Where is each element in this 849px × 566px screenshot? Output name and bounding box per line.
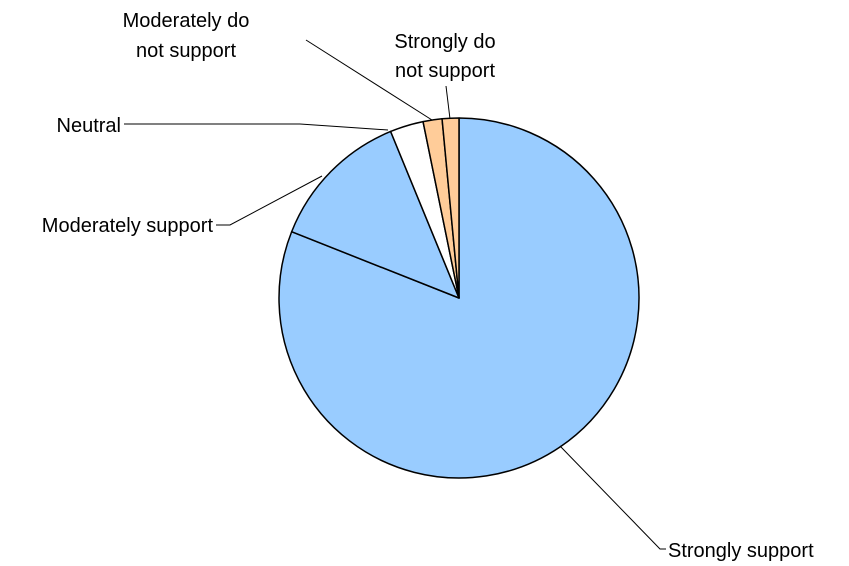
pie-slice-moderately-support <box>290 130 460 299</box>
slice-label-strongly-do-not-support: Strongly do not support <box>394 31 495 82</box>
pie-slice-strongly-do-not-support <box>441 117 460 299</box>
leader-line-strongly-do-not-support <box>445 85 451 120</box>
slice-label-moderately-do-not-support: Moderately do not support <box>123 10 250 62</box>
leader-line-moderately-support <box>216 175 323 226</box>
slice-label-neutral: Neutral <box>57 115 121 137</box>
pie-slices <box>278 117 640 479</box>
leader-lines <box>124 39 666 550</box>
slice-label-moderately-support: Moderately support <box>42 215 214 237</box>
leader-line-moderately-do-not-support <box>305 39 433 121</box>
slice-label-strongly-support: Strongly support <box>668 540 814 562</box>
leader-line-neutral <box>124 123 389 131</box>
leader-line-strongly-support <box>559 445 666 550</box>
slice-labels: Strongly support Moderately support Neutra… <box>42 10 814 562</box>
